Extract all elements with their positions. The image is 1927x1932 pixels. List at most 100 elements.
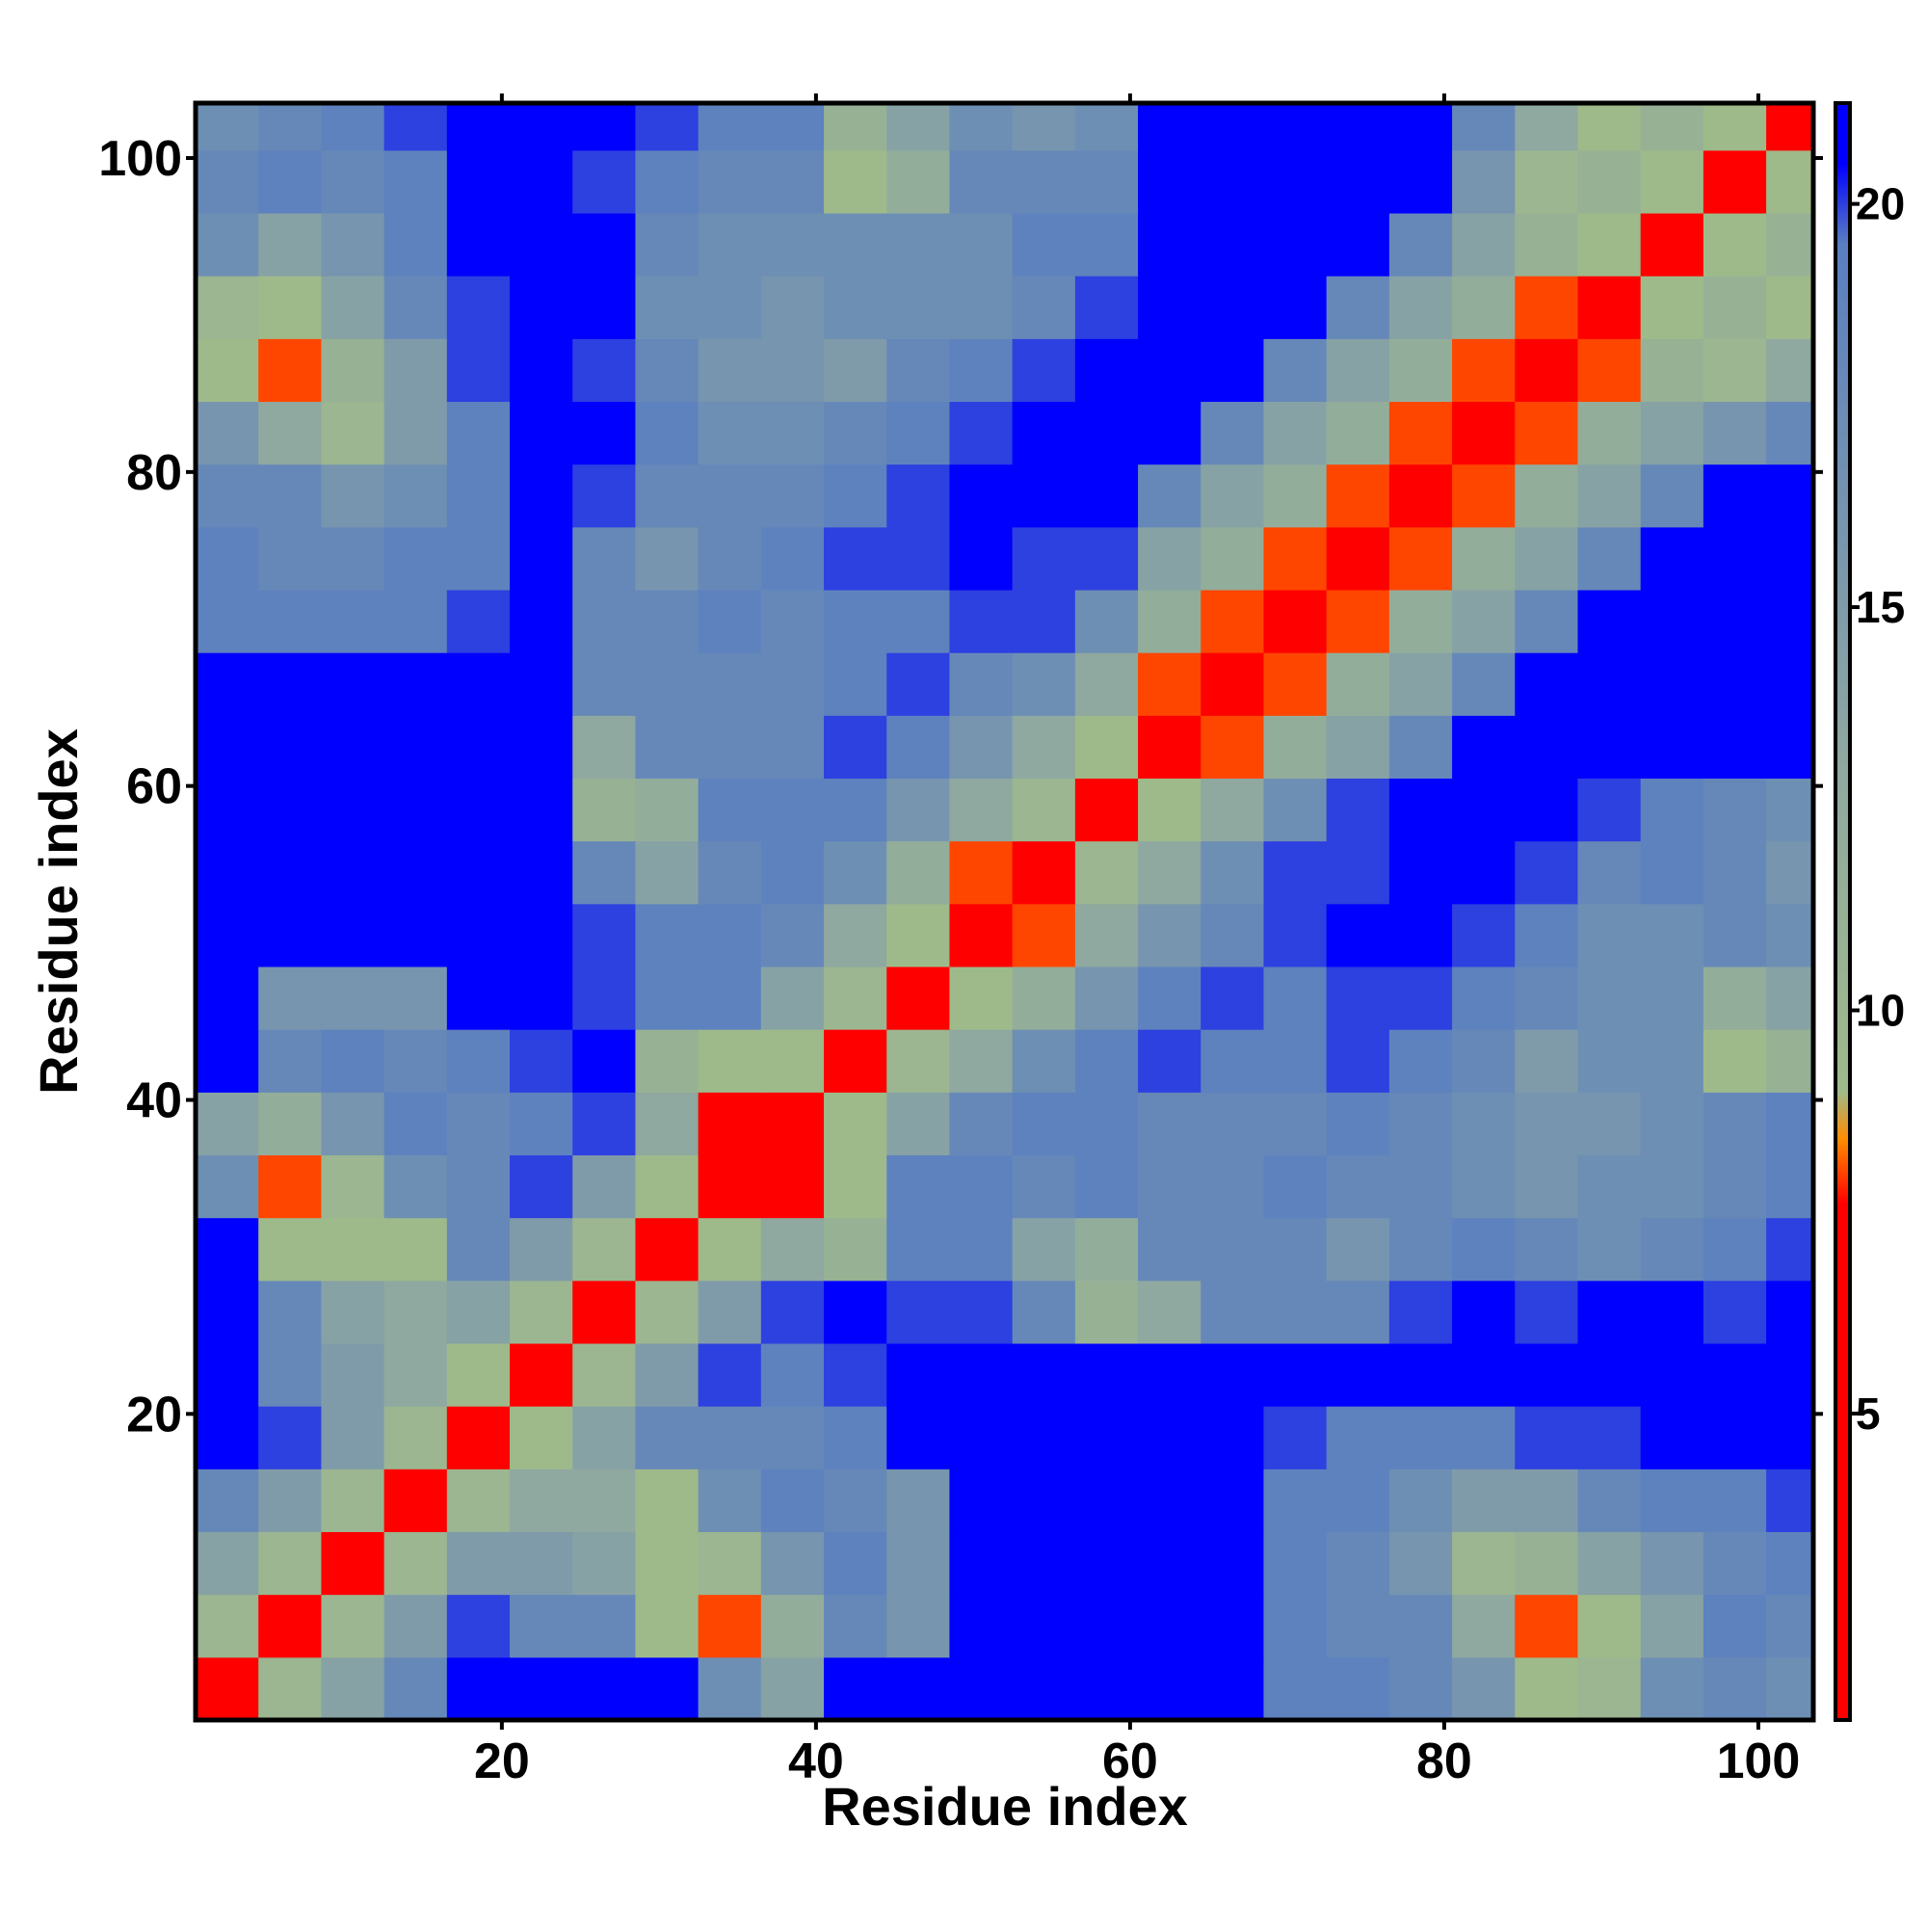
heatmap-cell [949, 526, 1014, 591]
heatmap-cell [824, 778, 887, 842]
heatmap-cell [698, 149, 762, 214]
heatmap-cell [383, 213, 448, 277]
heatmap-cell [510, 903, 573, 967]
heatmap-cell [635, 526, 700, 591]
heatmap-cell [446, 1531, 511, 1596]
heatmap-cell [1577, 652, 1642, 716]
heatmap-cell [510, 276, 573, 339]
heatmap-cell [1640, 103, 1704, 151]
heatmap-cell [258, 149, 322, 214]
heatmap-cell [383, 1469, 448, 1533]
heatmap-cell [824, 213, 887, 277]
heatmap-cell [1263, 1092, 1328, 1156]
heatmap-cell [1766, 526, 1814, 591]
heatmap-cell [510, 103, 573, 151]
heatmap-cell [1138, 1343, 1201, 1407]
heatmap-cell [949, 463, 1014, 528]
heatmap-cell [1138, 966, 1201, 1030]
heatmap-cell [698, 103, 762, 151]
heatmap-cell [698, 1469, 762, 1533]
heatmap-cell [196, 463, 259, 528]
heatmap-cell [1577, 526, 1642, 591]
heatmap-cell [824, 338, 887, 403]
heatmap-cell [1138, 1029, 1201, 1093]
heatmap-cell [1703, 1656, 1767, 1721]
heatmap-cell [1326, 276, 1390, 339]
heatmap-cell [1138, 715, 1201, 780]
heatmap-cell [446, 1469, 511, 1533]
heatmap-cell [572, 1092, 636, 1156]
heatmap-cell [321, 1154, 385, 1219]
heatmap-cell [760, 1343, 825, 1407]
heatmap-cell [698, 1594, 762, 1658]
heatmap-cell [196, 401, 259, 465]
heatmap-cell [698, 1092, 762, 1156]
heatmap-cell [1766, 1594, 1814, 1658]
y-tick-label: 60 [126, 759, 182, 815]
heatmap-cell [258, 1343, 322, 1407]
heatmap-cell [1263, 1594, 1328, 1658]
heatmap-cell [1012, 715, 1076, 780]
heatmap-cell [760, 526, 825, 591]
heatmap-cell [1326, 715, 1390, 780]
heatmap-cell [321, 652, 385, 716]
heatmap-cell [1766, 966, 1814, 1030]
heatmap-cell [1766, 778, 1814, 842]
heatmap-cell [1074, 778, 1139, 842]
heatmap-cell [949, 1217, 1014, 1282]
heatmap-cell [1766, 1469, 1814, 1533]
heatmap-cell [446, 652, 511, 716]
heatmap-cell [698, 903, 762, 967]
heatmap-cell [949, 276, 1014, 339]
heatmap-cell [1452, 1280, 1516, 1344]
heatmap-cell [824, 1469, 887, 1533]
heatmap-cell [698, 463, 762, 528]
heatmap-cell [1201, 103, 1264, 151]
heatmap-cell [1452, 213, 1516, 277]
heatmap-cell [886, 1406, 950, 1469]
heatmap-cell [1577, 840, 1642, 905]
heatmap-cell [1703, 149, 1767, 214]
heatmap-cell [949, 1469, 1014, 1533]
colorbar-tick-label: 15 [1856, 582, 1905, 632]
heatmap-cell [635, 1280, 700, 1344]
heatmap-cell [824, 1092, 887, 1156]
heatmap-cell [1766, 149, 1814, 214]
heatmap-cell [1515, 338, 1578, 403]
heatmap-cell [1388, 1029, 1453, 1093]
heatmap-cell [1074, 1656, 1139, 1721]
heatmap-cell [258, 903, 322, 967]
heatmap-cell [321, 778, 385, 842]
heatmap-cell [1640, 590, 1704, 653]
heatmap-cell [698, 1280, 762, 1344]
heatmap-cell [1012, 401, 1076, 465]
heatmap-cell [196, 1280, 259, 1344]
heatmap-cell [1766, 401, 1814, 465]
heatmap-cell [510, 1406, 573, 1469]
heatmap-cell [760, 1029, 825, 1093]
heatmap-cell [1074, 903, 1139, 967]
heatmap-cell [760, 1217, 825, 1282]
heatmap-cell [1577, 1656, 1642, 1721]
heatmap-cell [1074, 1343, 1139, 1407]
heatmap-cell [1012, 966, 1076, 1030]
heatmap-cell [1640, 1217, 1704, 1282]
heatmap-cell [446, 1092, 511, 1156]
heatmap-cell [1703, 1469, 1767, 1533]
heatmap-cell [886, 1469, 950, 1533]
heatmap-cell [1012, 903, 1076, 967]
x-tick-label: 100 [1717, 1734, 1801, 1789]
heatmap-cell [1074, 1469, 1139, 1533]
heatmap-cell [698, 526, 762, 591]
heatmap-cell [824, 1154, 887, 1219]
x-tick-label: 20 [474, 1734, 530, 1789]
heatmap-cell [635, 401, 700, 465]
x-tick-label: 80 [1416, 1734, 1472, 1789]
heatmap-cell [824, 1594, 887, 1658]
heatmap-cell [1263, 1029, 1328, 1093]
heatmap-cell [1326, 1029, 1390, 1093]
heatmap-cell [446, 590, 511, 653]
heatmap-cell [1515, 1406, 1578, 1469]
heatmap-cell [1326, 1531, 1390, 1596]
heatmap-cell [1452, 1531, 1516, 1596]
